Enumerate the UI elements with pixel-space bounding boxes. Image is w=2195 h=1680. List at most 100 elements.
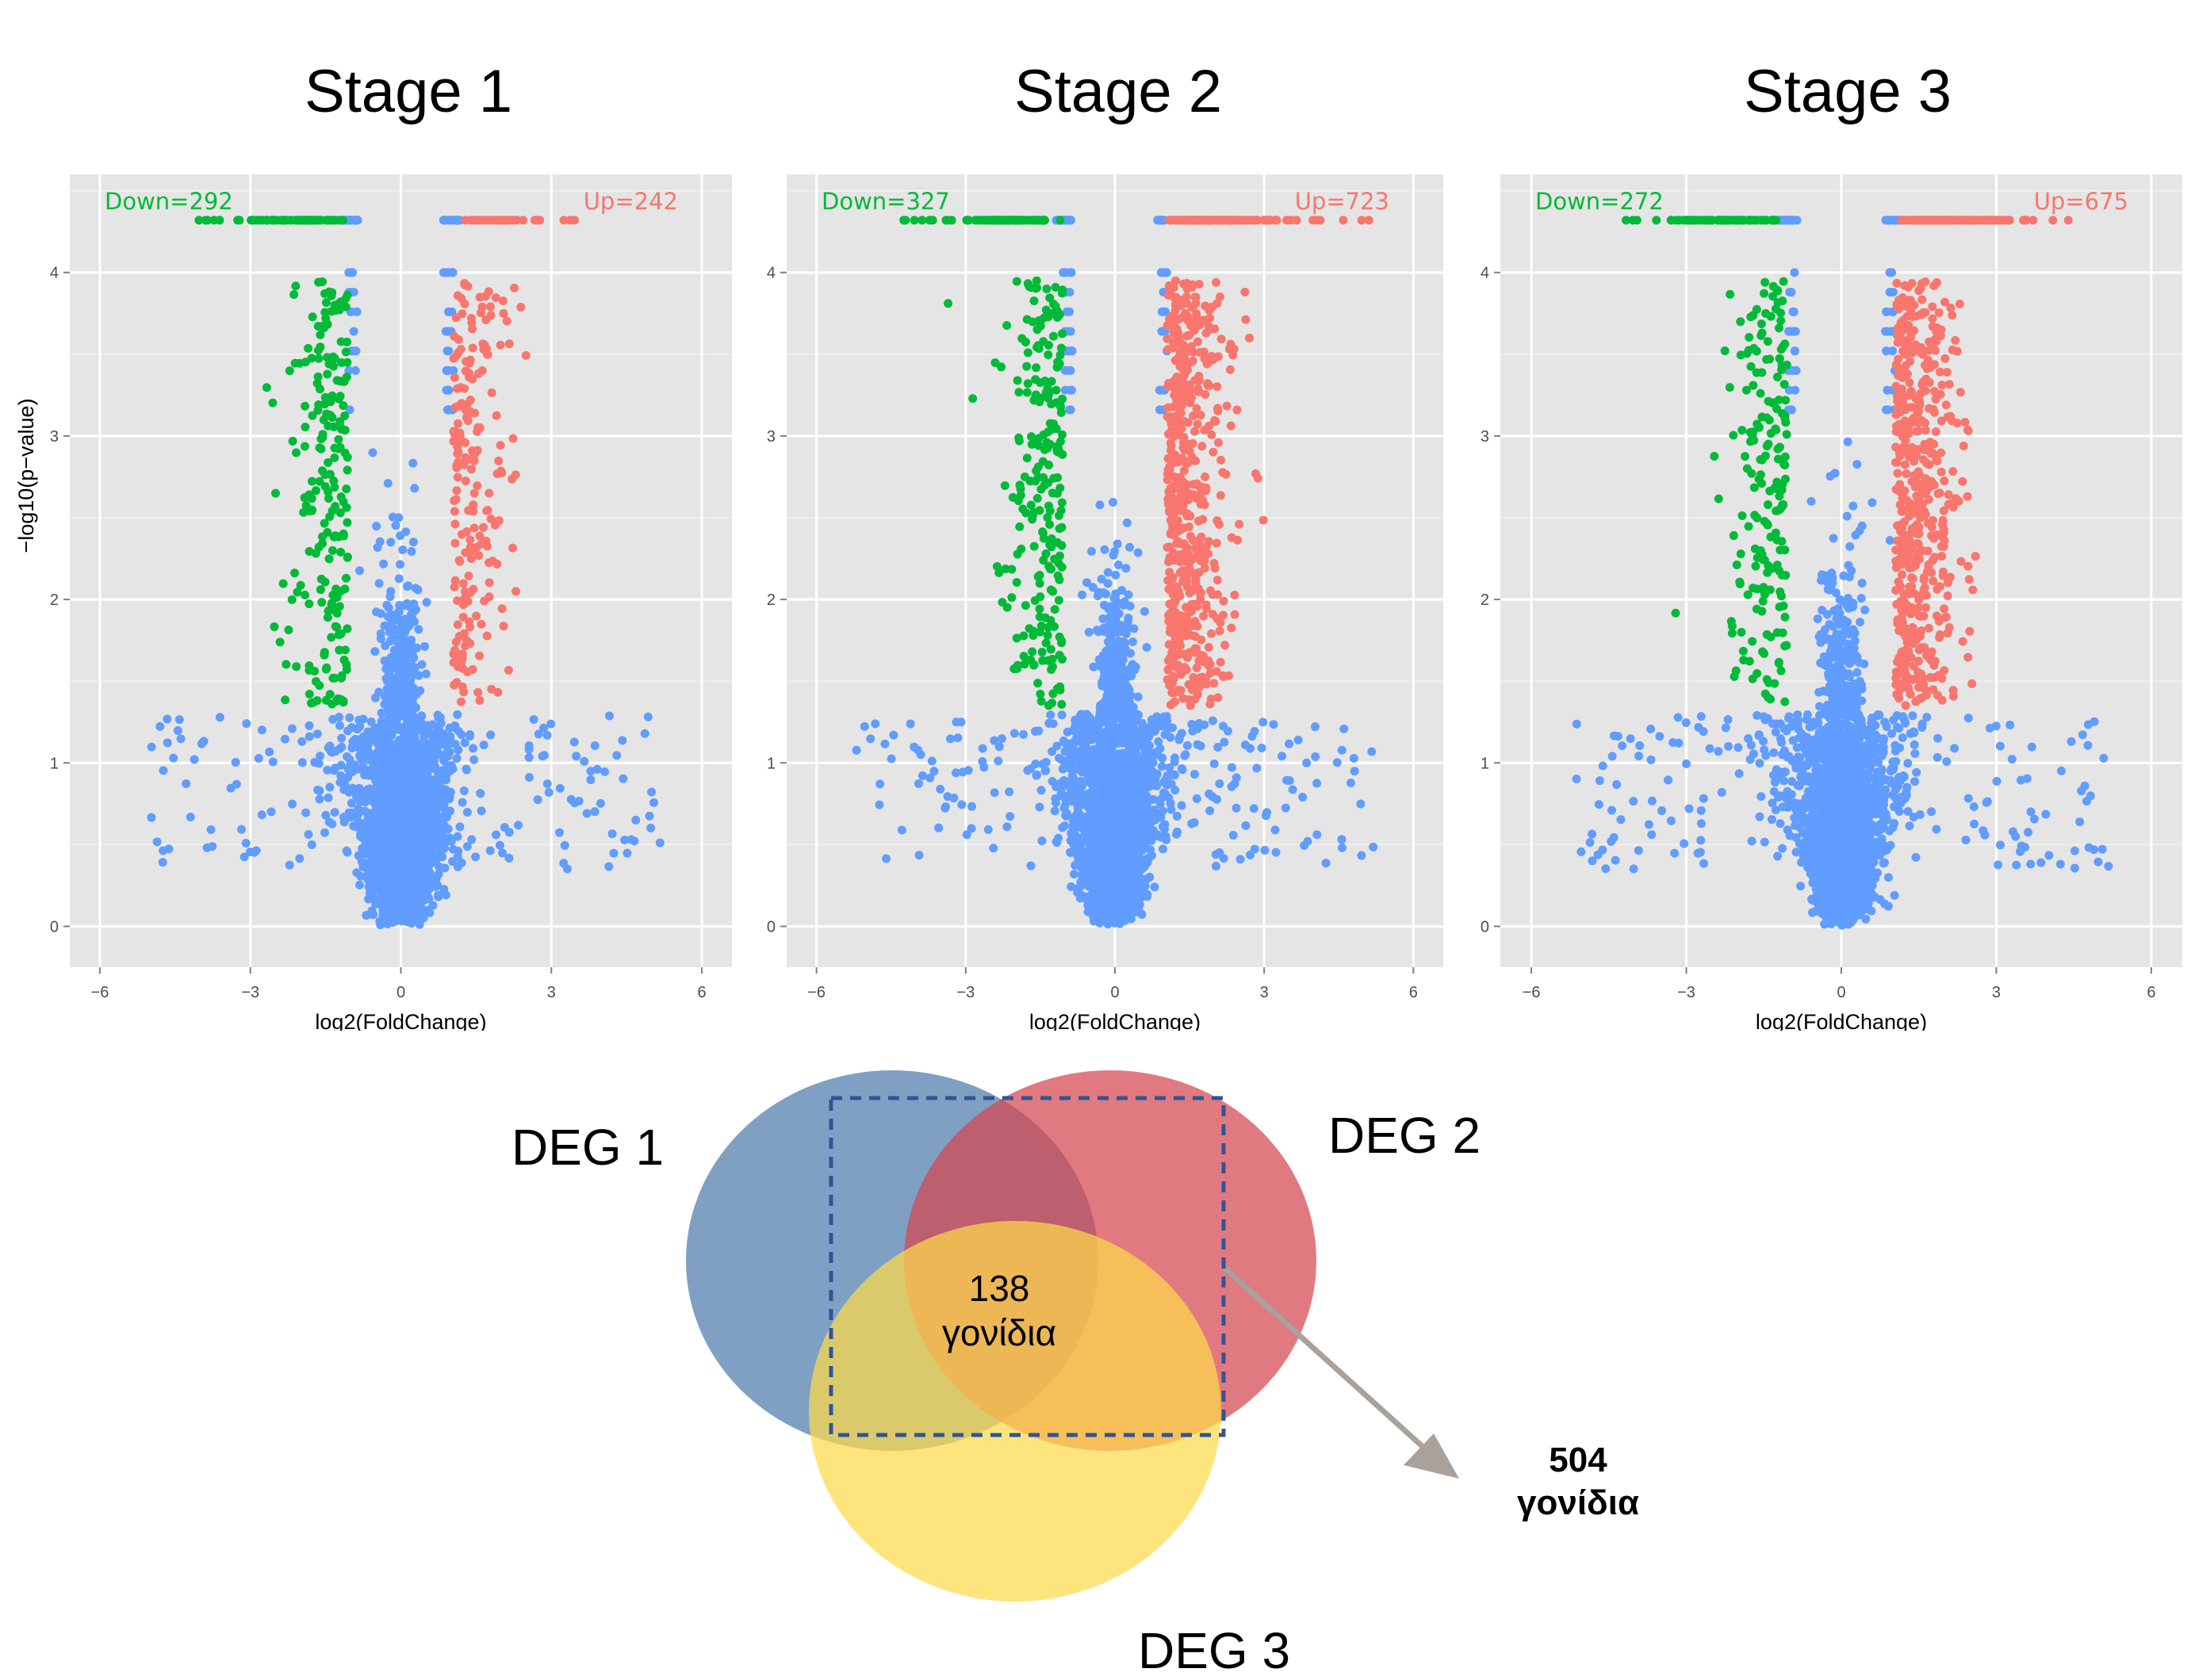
data-point-ns — [612, 751, 621, 760]
data-point-ns — [426, 750, 435, 759]
data-point-up — [492, 411, 501, 420]
down-count-label: Down=292 — [105, 188, 233, 215]
data-point-down — [291, 281, 300, 290]
data-point-ns — [416, 739, 425, 748]
data-point-ns — [362, 836, 371, 845]
data-point-ns — [295, 854, 304, 863]
data-point-ns — [477, 806, 486, 815]
data-point-ns — [384, 479, 393, 488]
data-point-ns — [404, 721, 412, 730]
data-point-ns — [649, 798, 658, 807]
data-point-ns — [1085, 628, 1094, 637]
data-point-ns — [386, 754, 395, 763]
data-point-ns — [394, 898, 403, 907]
data-point-ns — [444, 825, 453, 833]
data-point-ns — [182, 779, 190, 788]
data-point-ns — [409, 847, 418, 855]
data-point-ns — [453, 710, 462, 719]
data-point-ns — [355, 566, 364, 575]
data-point-ns — [609, 849, 618, 858]
data-point-ns — [545, 788, 554, 797]
data-point-up — [459, 579, 468, 587]
data-point-ns — [369, 448, 377, 457]
data-point-ns — [572, 752, 580, 760]
data-point-down — [316, 434, 325, 443]
data-point-down — [308, 477, 316, 486]
data-point-ns — [443, 346, 452, 355]
data-point-up — [479, 523, 488, 532]
data-point-ns — [352, 868, 361, 877]
data-point-ns — [446, 767, 454, 775]
data-point-down — [301, 423, 309, 431]
data-point-ns — [351, 735, 359, 744]
data-point-up — [450, 583, 459, 591]
data-point-ns — [644, 713, 653, 721]
data-point-down — [339, 531, 348, 540]
data-point-ns — [298, 758, 307, 767]
data-point-up — [477, 620, 485, 629]
y-tick-label: 0 — [50, 918, 59, 936]
data-point-ns — [396, 531, 404, 540]
data-point-down — [343, 518, 351, 526]
data-point-ns — [619, 775, 627, 783]
data-point-up — [469, 343, 477, 352]
data-point-up — [488, 388, 496, 397]
data-point-down — [292, 662, 301, 671]
data-point-ns — [420, 642, 429, 651]
data-point-ns — [285, 861, 294, 870]
data-point-down — [341, 449, 350, 457]
data-point-ns — [392, 521, 400, 530]
data-point-ns — [408, 867, 417, 876]
data-point-ns — [1051, 806, 1059, 815]
data-point-ns — [398, 545, 407, 554]
data-point-ns — [580, 757, 588, 766]
data-point-ns — [411, 664, 419, 672]
x-axis-label: log2(FoldChange) — [1029, 1010, 1201, 1031]
y-tick-label: 0 — [767, 918, 776, 936]
data-point-ns — [1125, 543, 1134, 552]
data-point-ns — [414, 625, 423, 633]
data-point-ns — [159, 766, 167, 775]
data-point-up — [468, 324, 477, 333]
data-point-ns — [377, 709, 386, 718]
data-point-ns — [641, 729, 649, 738]
data-point-up — [511, 587, 520, 595]
data-point-ns — [608, 829, 617, 838]
data-point-down — [343, 373, 351, 381]
data-point-ns — [448, 268, 457, 277]
data-point-down — [268, 399, 277, 408]
data-point-up — [459, 613, 468, 622]
data-point-ns — [203, 844, 212, 852]
data-point-down — [331, 306, 340, 315]
data-point-ns — [400, 733, 408, 741]
data-point-up — [498, 604, 507, 613]
data-point-ns — [543, 779, 552, 788]
data-point-ns — [412, 763, 420, 771]
y-tick-label: 3 — [50, 428, 59, 446]
data-point-ns — [425, 800, 434, 809]
data-point-ns — [586, 775, 595, 784]
y-tick-label: 3 — [767, 428, 776, 446]
data-point-ns — [631, 816, 640, 825]
data-point-ns — [561, 841, 569, 850]
data-point-up — [466, 216, 475, 224]
data-point-down — [301, 442, 309, 450]
data-point-up — [483, 632, 492, 641]
data-point-up — [478, 366, 487, 375]
data-point-down — [331, 584, 340, 593]
data-point-up — [450, 373, 459, 382]
data-point-down — [314, 277, 323, 286]
data-point-ns — [425, 909, 434, 917]
data-point-ns — [265, 748, 274, 756]
data-point-ns — [530, 715, 538, 724]
data-point-ns — [315, 795, 324, 804]
data-point-ns — [385, 802, 393, 811]
data-point-ns — [454, 832, 462, 841]
data-point-down — [282, 660, 290, 668]
data-point-up — [467, 554, 476, 563]
data-point-ns — [1195, 719, 1204, 728]
data-point-ns — [237, 825, 246, 834]
